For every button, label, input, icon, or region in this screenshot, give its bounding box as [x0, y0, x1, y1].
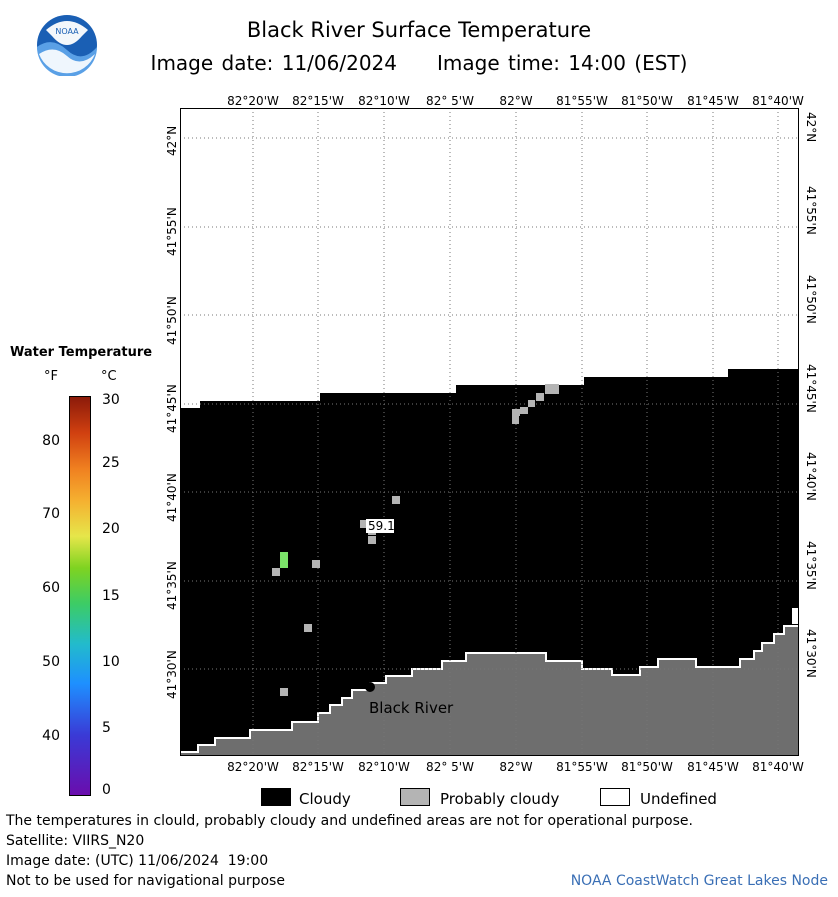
unit-fahrenheit: °F	[44, 369, 58, 384]
f-tick: 40	[42, 728, 60, 744]
c-tick: 0	[102, 782, 111, 798]
credit: NOAA CoastWatch Great Lakes Node	[570, 873, 828, 889]
probably-cloudy-swatch	[400, 788, 430, 806]
lon-tick: 82° 5'W	[426, 760, 474, 774]
image-date: Image date: 11/06/2024	[150, 51, 398, 75]
probably-cloudy-label: Probably cloudy	[440, 790, 560, 808]
c-tick: 25	[102, 455, 120, 471]
lat-tick: 41°40'N	[165, 473, 179, 522]
lon-tick: 82°20'W	[227, 760, 279, 774]
f-tick: 80	[42, 433, 60, 449]
cloudy-area	[180, 369, 799, 756]
lat-tick: 41°30'N	[804, 629, 818, 678]
lat-tick: 41°45'N	[165, 384, 179, 433]
temperature-colorbar	[69, 396, 91, 796]
water-temp-pixel	[280, 552, 288, 568]
unit-celsius: °C	[101, 369, 117, 384]
lon-tick: 81°50'W	[621, 760, 673, 774]
sample-value: 59.1	[368, 519, 395, 533]
lat-tick: 41°50'N	[804, 275, 818, 324]
city-label: Black River	[369, 699, 454, 717]
cloudy-swatch	[261, 788, 291, 806]
lon-tick: 82°20'W	[227, 94, 279, 108]
temperature-map: 59.1 Black River	[180, 108, 799, 756]
lon-tick: 81°40'W	[752, 760, 804, 774]
disclaimer: The temperatures in clould, probably clo…	[6, 813, 693, 829]
lon-tick: 81°45'W	[687, 760, 739, 774]
lon-tick: 81°50'W	[621, 94, 673, 108]
land-area	[180, 626, 799, 756]
lon-tick: 81°40'W	[752, 94, 804, 108]
lon-tick: 82°W	[499, 94, 533, 108]
satellite: Satellite: VIIRS_N20	[6, 833, 145, 849]
c-tick: 15	[102, 588, 120, 604]
lat-tick: 41°30'N	[165, 650, 179, 699]
lat-tick: 41°40'N	[804, 452, 818, 501]
utc-date: Image date: (UTC) 11/06/2024 19:00	[6, 853, 269, 869]
lat-tick: 41°35'N	[804, 541, 818, 590]
c-tick: 30	[102, 392, 120, 408]
f-tick: 50	[42, 654, 60, 670]
lon-tick: 82°10'W	[358, 94, 410, 108]
f-tick: 70	[42, 506, 60, 522]
image-date-time: Image date: 11/06/2024 Image time: 14:00 …	[0, 51, 838, 75]
lat-tick: 41°35'N	[165, 561, 179, 610]
undefined-label: Undefined	[640, 790, 717, 808]
city-marker-icon	[365, 682, 375, 692]
image-time: Image time: 14:00 (EST)	[437, 51, 688, 75]
lon-tick: 81°55'W	[556, 760, 608, 774]
lat-tick: 41°55'N	[165, 207, 179, 256]
lat-tick: 41°45'N	[804, 364, 818, 413]
cloudy-label: Cloudy	[299, 790, 351, 808]
lon-tick: 81°55'W	[556, 94, 608, 108]
lon-tick: 82°W	[499, 760, 533, 774]
c-tick: 20	[102, 521, 120, 537]
lon-tick: 82° 5'W	[426, 94, 474, 108]
lon-tick: 82°10'W	[358, 760, 410, 774]
lon-tick: 81°45'W	[687, 94, 739, 108]
lat-tick: 41°50'N	[165, 296, 179, 345]
legend-title: Water Temperature	[10, 345, 153, 360]
undefined-area	[792, 608, 799, 624]
map-frame	[180, 108, 799, 756]
page-title: Black River Surface Temperature	[246, 18, 592, 42]
lon-tick: 82°15'W	[292, 94, 344, 108]
navigation-note: Not to be used for navigational purpose	[6, 873, 285, 889]
c-tick: 10	[102, 654, 120, 670]
lat-tick: 41°55'N	[804, 186, 818, 235]
probably-cloudy-pixels	[272, 384, 559, 696]
c-tick: 5	[102, 720, 111, 736]
lon-tick: 82°15'W	[292, 760, 344, 774]
noaa-logo-icon: NOAA	[37, 15, 97, 76]
undefined-swatch	[600, 788, 630, 806]
lat-tick: 42°N	[165, 125, 179, 156]
coastline	[180, 625, 799, 753]
logo-text: NOAA	[55, 27, 79, 36]
lat-tick: 42°N	[804, 112, 818, 143]
f-tick: 60	[42, 580, 60, 596]
lon-gridlines	[252, 108, 779, 756]
sample-value-box	[366, 519, 394, 533]
